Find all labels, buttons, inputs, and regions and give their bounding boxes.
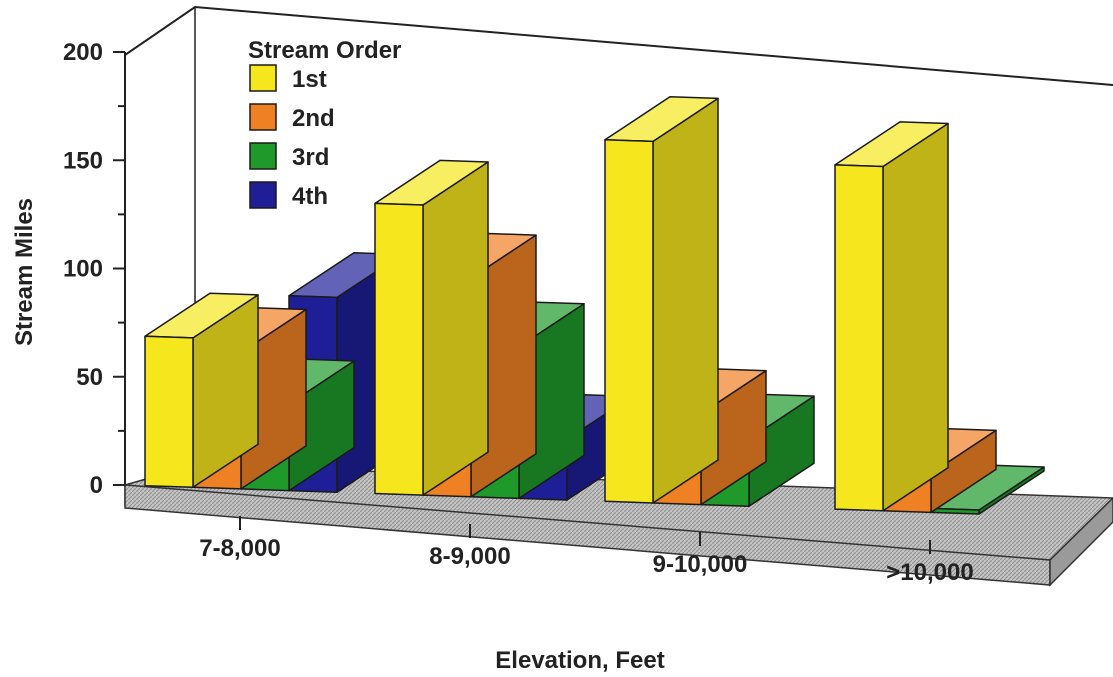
legend-label-2nd: 2nd xyxy=(292,105,335,132)
x-tick-label: >10,000 xyxy=(886,559,973,586)
bar-side xyxy=(882,122,949,512)
y-tick-label: 0 xyxy=(90,472,103,499)
chart-floor xyxy=(124,464,1113,587)
bar-1st-7-8,000 xyxy=(144,292,259,489)
bar-3rd->10,000 xyxy=(930,464,1045,515)
bar-1st->10,000 xyxy=(834,121,949,512)
legend-label-4th: 4th xyxy=(292,183,328,210)
bar-front xyxy=(604,139,654,504)
x-tick-label: 8-9,000 xyxy=(429,543,510,570)
bar-front xyxy=(144,335,194,489)
bar-front xyxy=(374,202,424,496)
bar-front xyxy=(930,507,980,515)
legend-title: Stream Order xyxy=(248,37,401,64)
x-tick-label: 7-8,000 xyxy=(199,535,280,562)
y-tick-label: 50 xyxy=(76,364,103,391)
legend: Stream Order 1st 2nd 3rd 4th xyxy=(248,37,401,210)
bar-1st-8-9,000 xyxy=(374,159,489,496)
y-tick-label: 150 xyxy=(63,147,103,174)
bar-side xyxy=(422,161,489,496)
legend-swatch-4th xyxy=(249,181,277,209)
x-axis-label: Elevation, Feet xyxy=(495,647,664,674)
y-tick-label: 200 xyxy=(63,39,103,66)
bar-front xyxy=(834,164,884,512)
floor-side xyxy=(1049,496,1113,587)
axes: 0 50 100 150 200 7-8,000 8-9,000 9-10,000 >10,00… xyxy=(63,39,974,586)
y-tick-label: 100 xyxy=(63,256,103,283)
bar-1st-9-10,000 xyxy=(604,96,719,504)
bar-side xyxy=(652,97,719,504)
legend-label-1st: 1st xyxy=(292,66,327,93)
x-tick-label: 9-10,000 xyxy=(653,551,748,578)
y-axis-label: Stream Miles xyxy=(11,198,38,346)
bar-group xyxy=(144,96,1045,515)
legend-swatch-1st xyxy=(249,64,277,92)
legend-swatch-2nd xyxy=(249,103,277,131)
legend-label-3rd: 3rd xyxy=(292,144,329,171)
legend-swatch-3rd xyxy=(249,142,277,170)
